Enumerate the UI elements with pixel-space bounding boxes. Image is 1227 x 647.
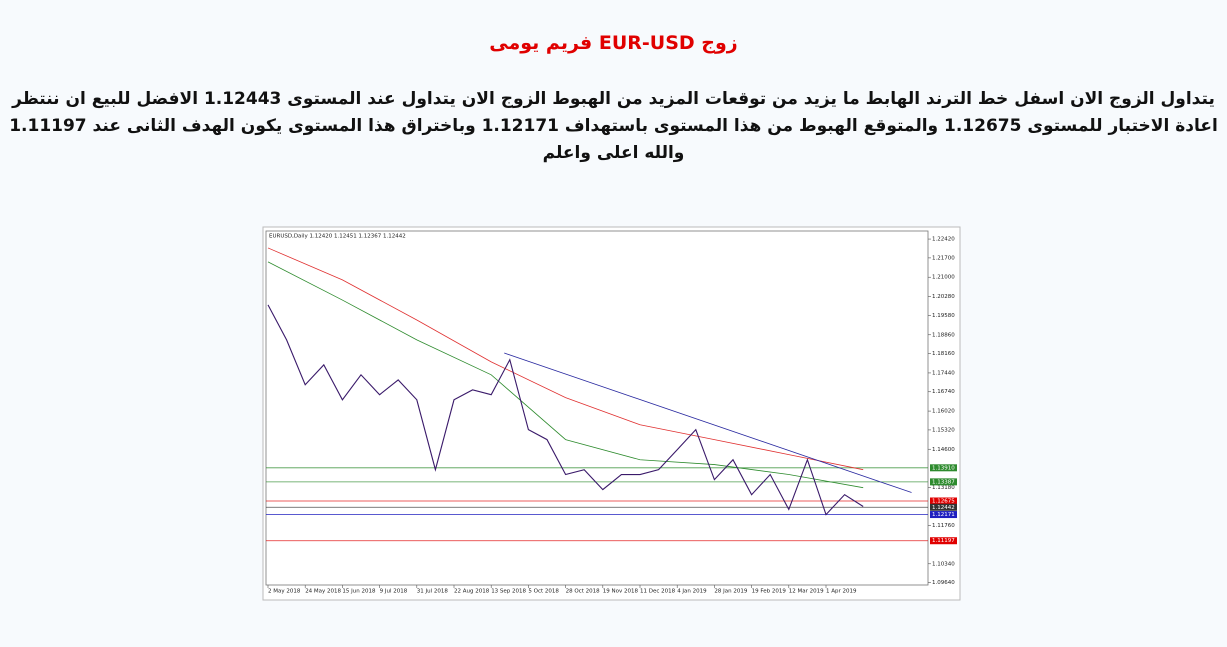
x-tick-label: 12 Mar 2019: [789, 589, 824, 595]
y-tick-label: 1.16020: [932, 409, 955, 415]
y-tick-label: 1.22420: [932, 237, 955, 243]
indicator-line: [267, 247, 864, 471]
x-tick-label: 9 Jul 2018: [380, 589, 408, 595]
x-tick-label: 24 May 2018: [305, 589, 341, 595]
level-box: [930, 464, 957, 472]
x-tick-label: 15 Jun 2018: [342, 589, 376, 595]
y-tick-label: 1.18860: [932, 332, 955, 338]
x-tick-label: 2 May 2018: [268, 589, 301, 595]
x-tick-label: 19 Feb 2019: [752, 589, 787, 595]
level-label: 1.12171: [932, 512, 955, 518]
level-label: 1.11197: [932, 538, 955, 544]
indicator-line: [267, 261, 864, 489]
y-tick-label: 1.09640: [932, 580, 955, 586]
chart-title: EURUSD,Daily 1.12420 1.12451 1.12367 1.1…: [269, 234, 406, 240]
y-tick-label: 1.14600: [932, 447, 955, 453]
x-tick-label: 28 Jan 2019: [714, 589, 747, 595]
y-tick-label: 1.13180: [932, 485, 955, 491]
y-tick-label: 1.20280: [932, 294, 955, 300]
indicator-line: [504, 352, 912, 493]
level-label: 1.12442: [932, 505, 955, 511]
y-tick-label: 1.17440: [932, 370, 955, 376]
x-tick-label: 1 Apr 2019: [826, 589, 857, 595]
x-tick-label: 31 Jul 2018: [417, 589, 449, 595]
x-tick-label: 4 Jan 2019: [677, 589, 707, 595]
level-label: 1.13910: [932, 465, 955, 471]
y-tick-label: 1.15320: [932, 427, 955, 433]
y-tick-label: 1.10340: [932, 561, 955, 567]
level-label: 1.12675: [932, 499, 955, 505]
level-box: [930, 503, 957, 511]
y-tick-label: 1.16740: [932, 389, 955, 395]
level-box: [930, 511, 957, 519]
x-tick-label: 5 Oct 2018: [528, 589, 559, 595]
article-body: يتداول الزوج الان اسفل خط الترند الهابط …: [9, 89, 1218, 163]
x-tick-label: 22 Aug 2018: [454, 589, 490, 595]
y-tick-label: 1.11760: [932, 523, 955, 529]
y-tick-label: 1.21700: [932, 255, 955, 261]
y-tick-label: 1.18160: [932, 351, 955, 357]
level-box: [930, 478, 957, 486]
price-line: [267, 304, 864, 516]
x-tick-label: 11 Dec 2018: [640, 589, 676, 595]
plot-area: [265, 230, 929, 586]
y-tick-label: 1.19580: [932, 313, 955, 319]
x-tick-label: 28 Oct 2018: [566, 589, 601, 595]
y-tick-label: 1.21000: [932, 275, 955, 281]
level-box: [930, 497, 957, 505]
level-box: [930, 537, 957, 545]
x-tick-label: 13 Sep 2018: [491, 589, 526, 595]
article-title: زوج EUR-USD فريم يومى: [489, 32, 738, 54]
x-tick-label: 19 Nov 2018: [603, 589, 639, 595]
level-label: 1.13387: [932, 479, 955, 485]
